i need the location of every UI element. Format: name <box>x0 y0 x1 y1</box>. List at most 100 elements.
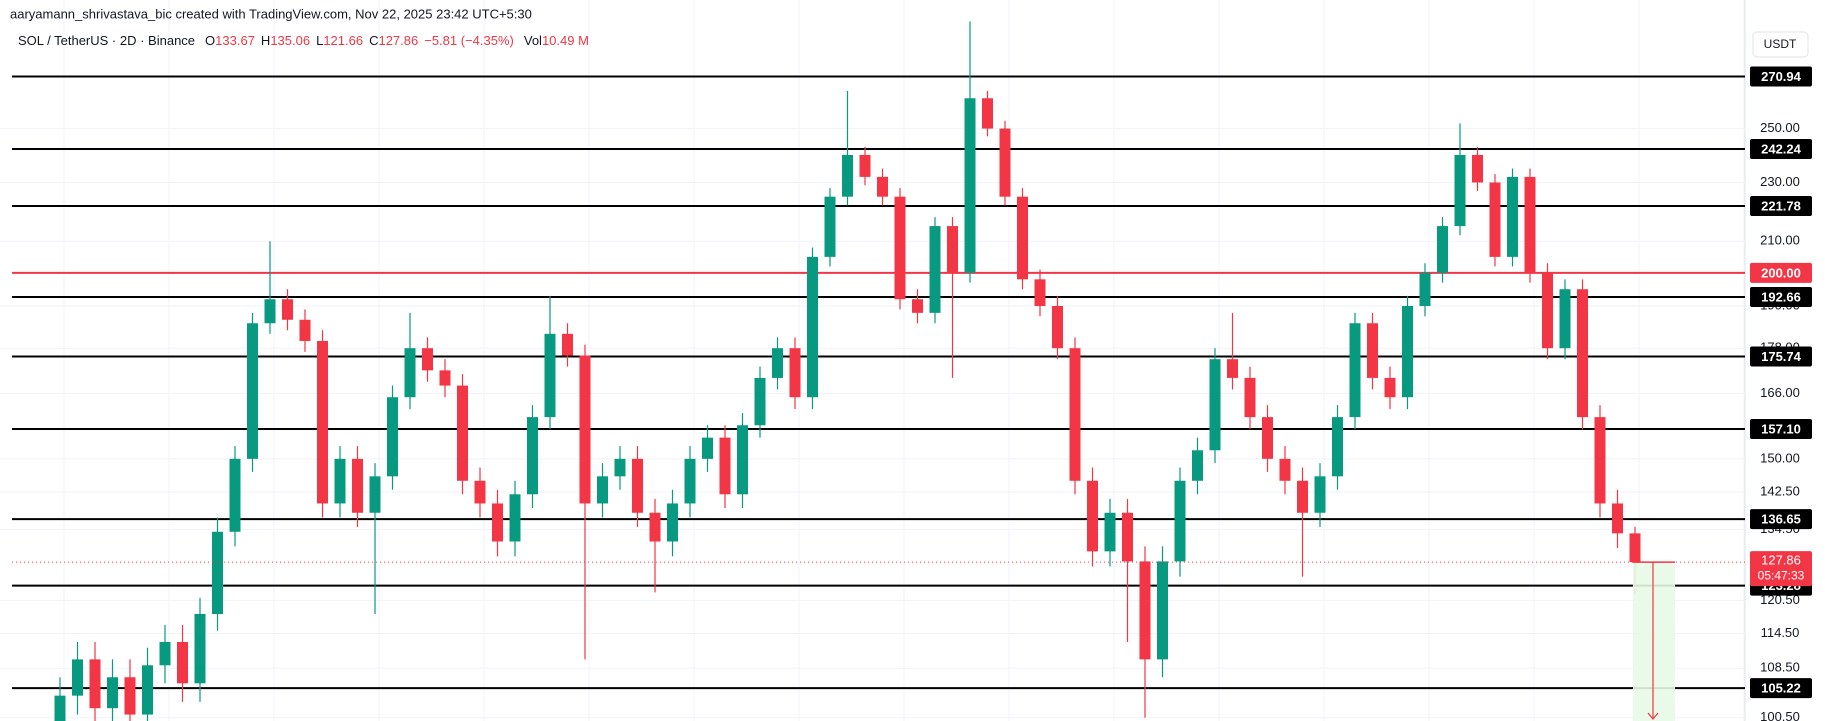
candle-body <box>859 154 871 177</box>
candle-body <box>1577 289 1588 418</box>
candle-body <box>352 458 363 513</box>
candle-body <box>457 385 468 481</box>
candle-body <box>247 323 258 459</box>
candle-body <box>1629 533 1641 563</box>
level-label-box <box>1750 196 1812 217</box>
candle-body <box>1594 417 1606 504</box>
symbol: SOL / TetherUS · 2D · Binance <box>18 33 195 48</box>
y-tick-label: 114.50 <box>1761 625 1800 640</box>
candle-body <box>1612 503 1623 534</box>
candle-body <box>1279 458 1291 481</box>
candle-body <box>194 613 206 684</box>
ohlc-value: 133.67 <box>215 33 255 48</box>
candle-body <box>999 128 1011 197</box>
candle-body <box>124 677 136 715</box>
candle-body <box>159 641 171 666</box>
ohlc-key: C <box>369 33 378 48</box>
last-price-label: 127.86 <box>1761 553 1801 568</box>
level-label-box <box>1750 678 1812 699</box>
candle-body <box>772 348 783 378</box>
candle-body <box>264 299 276 324</box>
candle-body <box>1349 323 1361 418</box>
ohlc-value: 135.06 <box>270 33 310 48</box>
candle-body <box>1559 289 1571 349</box>
candle-body <box>1472 154 1483 183</box>
candle-body <box>1227 359 1238 378</box>
level-label-box <box>1750 66 1812 87</box>
change: −5.81 (−4.35%) <box>424 33 514 48</box>
candle-body <box>702 437 713 459</box>
candle-body <box>929 226 941 313</box>
y-tick-label: 108.50 <box>1760 660 1800 675</box>
level-label-box <box>1750 287 1812 308</box>
level-label: 221.78 <box>1761 198 1801 213</box>
candle-body <box>177 641 188 684</box>
candle-body <box>387 397 398 477</box>
candle-body <box>1122 512 1133 562</box>
candle-body <box>1052 306 1063 349</box>
candle-body <box>1192 450 1203 481</box>
candle-body <box>492 503 503 542</box>
candle-body <box>89 659 101 709</box>
candle-body <box>754 377 766 426</box>
level-label: 192.66 <box>1761 289 1801 304</box>
candle-body <box>1174 480 1186 562</box>
candle-body <box>72 659 83 696</box>
candle-body <box>142 665 153 715</box>
candle-body <box>1507 176 1518 257</box>
level-label-box <box>1750 138 1812 159</box>
candle-body <box>1017 196 1028 280</box>
currency-button[interactable] <box>1752 31 1809 58</box>
ohlc-key: O <box>205 33 215 48</box>
candle-body <box>579 355 591 504</box>
candle-body <box>1437 226 1448 273</box>
candle-body <box>912 299 923 313</box>
candle-body <box>509 494 521 542</box>
candle-body <box>1402 306 1413 398</box>
candle-body <box>632 458 643 513</box>
candle-body <box>404 348 416 398</box>
header: aaryamann_shrivastava_bic created with T… <box>10 6 532 21</box>
candle-body <box>1069 348 1081 481</box>
candle-body <box>544 333 556 418</box>
y-tick-label: 150.00 <box>1760 450 1800 465</box>
level-label: 136.65 <box>1761 512 1801 527</box>
y-tick-label: 230.00 <box>1760 174 1800 189</box>
candle-body <box>1454 154 1466 227</box>
ohlc-value: 127.86 <box>378 33 418 48</box>
candle-body <box>299 319 311 341</box>
grid <box>0 0 1746 721</box>
currency-label[interactable]: USDT <box>1764 37 1797 51</box>
candle-body <box>649 512 661 542</box>
candle-body <box>842 154 853 197</box>
volume-value: 10.49 M <box>542 33 589 48</box>
candle-body <box>439 370 451 386</box>
candle-body <box>1489 182 1501 257</box>
legend: SOL / TetherUS · 2D · Binance O133.67 H135… <box>18 33 589 48</box>
candle-body <box>982 98 993 129</box>
candle-body <box>334 458 346 504</box>
ohlc-value: 121.66 <box>323 33 363 48</box>
level-label: 105.22 <box>1761 681 1801 696</box>
candle-body <box>1244 377 1256 418</box>
candle-body <box>789 348 801 398</box>
level-label: 270.94 <box>1761 69 1802 84</box>
countdown-label: 05:47:33 <box>1758 568 1805 582</box>
candle-body <box>474 480 486 504</box>
y-tick-label: 210.00 <box>1760 233 1800 248</box>
level-label: 242.24 <box>1761 141 1802 156</box>
ohlc-key: L <box>316 33 323 48</box>
candle-body <box>614 458 626 477</box>
last-price-box <box>1750 551 1812 587</box>
candle-body <box>719 437 731 495</box>
candle-body <box>1034 279 1046 307</box>
ohlc-key: H <box>261 33 270 48</box>
candle-body <box>54 695 66 721</box>
level-label-box <box>1750 346 1812 367</box>
volume-key: Vol <box>524 33 542 48</box>
level-label: 157.10 <box>1761 421 1801 436</box>
candle-body <box>212 531 223 614</box>
candle-body <box>107 677 118 709</box>
candle-body <box>1297 480 1308 513</box>
